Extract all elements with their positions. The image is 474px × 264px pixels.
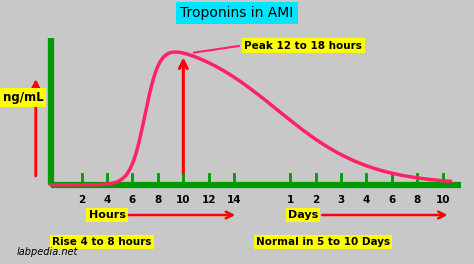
Text: 10: 10 [176,195,191,205]
Text: 6: 6 [129,195,136,205]
Text: 2: 2 [78,195,85,205]
Text: 1: 1 [286,195,294,205]
Text: 8: 8 [414,195,421,205]
Text: Rise 4 to 8 hours: Rise 4 to 8 hours [52,237,152,247]
Text: 8: 8 [154,195,162,205]
Text: Days: Days [288,210,318,220]
Text: Peak 12 to 18 hours: Peak 12 to 18 hours [245,41,362,50]
Text: 3: 3 [337,195,345,205]
Text: 4: 4 [103,195,111,205]
Text: 6: 6 [388,195,395,205]
Text: 4: 4 [363,195,370,205]
Text: ng/mL: ng/mL [3,91,44,104]
Text: 10: 10 [436,195,450,205]
Text: 14: 14 [227,195,242,205]
Text: labpedia.net: labpedia.net [17,247,78,257]
Text: Troponins in AMI: Troponins in AMI [180,6,293,20]
Text: 12: 12 [201,195,216,205]
Text: Normal in 5 to 10 Days: Normal in 5 to 10 Days [256,237,390,247]
Text: Hours: Hours [89,210,126,220]
Text: 2: 2 [312,195,319,205]
